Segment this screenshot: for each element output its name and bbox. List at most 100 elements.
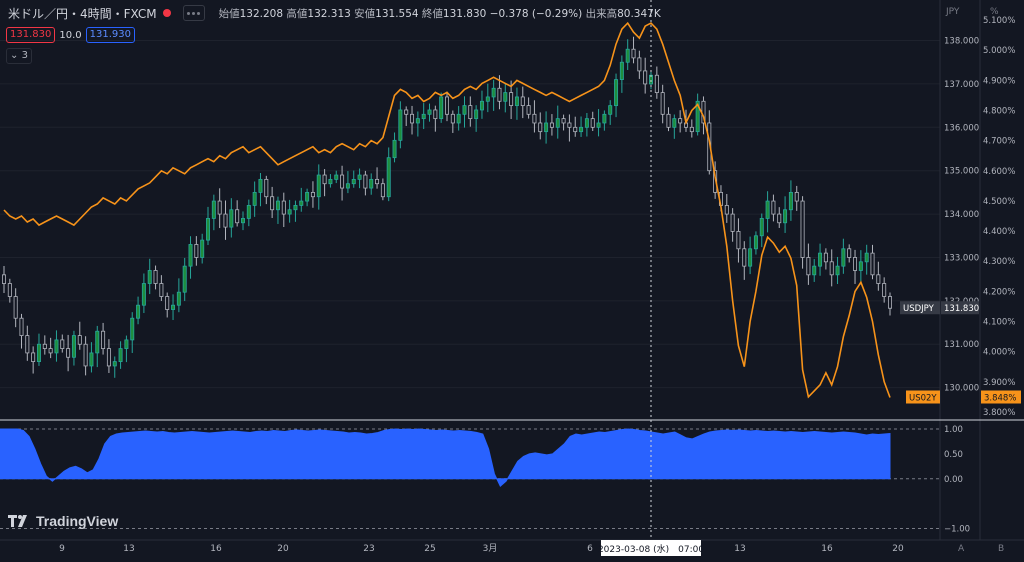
candle-body[interactable] xyxy=(777,213,782,224)
candle-body[interactable] xyxy=(433,109,438,120)
candle-body[interactable] xyxy=(275,200,280,211)
candle-body[interactable] xyxy=(695,100,700,133)
candle-body[interactable] xyxy=(637,57,642,72)
candle-body[interactable] xyxy=(479,100,484,111)
candle-body[interactable] xyxy=(322,174,327,185)
candle-body[interactable] xyxy=(689,126,694,133)
candle-body[interactable] xyxy=(159,283,164,297)
candle-body[interactable] xyxy=(427,109,432,115)
candle-body[interactable] xyxy=(31,352,36,362)
candle-body[interactable] xyxy=(555,118,560,128)
candle-body[interactable] xyxy=(596,122,601,128)
sell-button[interactable]: 131.830 xyxy=(6,27,56,43)
candle-body[interactable] xyxy=(147,270,152,284)
candle-body[interactable] xyxy=(258,178,263,193)
candle-body[interactable] xyxy=(95,330,100,354)
candle-body[interactable] xyxy=(654,74,659,94)
tradingview-logo[interactable]: TradingView xyxy=(8,513,118,529)
indicators-toggle[interactable]: ⌄ 3 xyxy=(6,48,32,64)
candle-body[interactable] xyxy=(246,205,251,219)
candle-body[interactable] xyxy=(748,248,753,267)
axis-mode-button[interactable]: A xyxy=(958,544,965,554)
candle-body[interactable] xyxy=(42,343,47,349)
candle-body[interactable] xyxy=(538,122,543,133)
candle-body[interactable] xyxy=(153,270,158,284)
candle-body[interactable] xyxy=(549,122,554,128)
candle-body[interactable] xyxy=(89,352,94,367)
candle-body[interactable] xyxy=(491,87,496,98)
candle-body[interactable] xyxy=(864,252,869,263)
candle-body[interactable] xyxy=(101,330,106,349)
candle-body[interactable] xyxy=(357,174,362,180)
candle-body[interactable] xyxy=(509,92,514,107)
candle-body[interactable] xyxy=(118,348,123,362)
candle-body[interactable] xyxy=(171,304,176,310)
more-options-icon[interactable] xyxy=(182,5,205,21)
candle-body[interactable] xyxy=(380,183,385,198)
candle-body[interactable] xyxy=(310,191,315,198)
us02y-yield-line[interactable] xyxy=(3,21,891,399)
candle-body[interactable] xyxy=(235,209,240,224)
symbol-title[interactable]: 米ドル／円・4時間・FXCM xyxy=(8,6,157,21)
candle-body[interactable] xyxy=(375,178,380,185)
candle-body[interactable] xyxy=(672,118,677,128)
candle-body[interactable] xyxy=(13,296,18,319)
candle-body[interactable] xyxy=(334,174,339,180)
candle-body[interactable] xyxy=(60,339,65,349)
candle-body[interactable] xyxy=(579,126,584,133)
candle-body[interactable] xyxy=(625,48,630,63)
candle-body[interactable] xyxy=(765,200,770,219)
candle-body[interactable] xyxy=(544,122,549,133)
oscillator-area[interactable] xyxy=(0,428,891,488)
candle-body[interactable] xyxy=(614,79,619,107)
candle-body[interactable] xyxy=(573,126,578,133)
candle-body[interactable] xyxy=(474,109,479,120)
candle-body[interactable] xyxy=(771,200,776,215)
candle-body[interactable] xyxy=(293,205,298,211)
candle-body[interactable] xyxy=(386,157,391,198)
candle-body[interactable] xyxy=(281,200,286,215)
candle-body[interactable] xyxy=(590,118,595,128)
candle-body[interactable] xyxy=(410,113,415,124)
candle-body[interactable] xyxy=(19,317,24,336)
candle-body[interactable] xyxy=(462,105,467,115)
candle-body[interactable] xyxy=(497,87,502,102)
candle-body[interactable] xyxy=(188,244,193,267)
candle-body[interactable] xyxy=(182,265,187,293)
candle-body[interactable] xyxy=(823,252,828,263)
candle-body[interactable] xyxy=(345,183,350,189)
candle-body[interactable] xyxy=(742,248,747,267)
candle-body[interactable] xyxy=(240,218,245,224)
candle-body[interactable] xyxy=(608,105,613,115)
candle-body[interactable] xyxy=(660,92,665,115)
candle-body[interactable] xyxy=(106,348,111,367)
candle-body[interactable] xyxy=(818,252,823,267)
candle-body[interactable] xyxy=(363,174,368,189)
candle-body[interactable] xyxy=(83,343,88,367)
axis-mode-button[interactable]: B xyxy=(998,544,1004,554)
candle-body[interactable] xyxy=(643,70,648,85)
candle-body[interactable] xyxy=(165,296,170,310)
candle-body[interactable] xyxy=(870,252,875,276)
candle-body[interactable] xyxy=(229,209,234,228)
candle-body[interactable] xyxy=(468,105,473,120)
candle-body[interactable] xyxy=(136,304,141,319)
candle-body[interactable] xyxy=(141,283,146,306)
candle-body[interactable] xyxy=(7,283,12,297)
candle-body[interactable] xyxy=(783,209,788,224)
candle-body[interactable] xyxy=(841,248,846,267)
candle-body[interactable] xyxy=(514,96,519,107)
candle-body[interactable] xyxy=(794,191,799,202)
candle-body[interactable] xyxy=(439,96,444,120)
buy-button[interactable]: 131.930 xyxy=(85,27,135,43)
candle-body[interactable] xyxy=(264,178,269,198)
candle-body[interactable] xyxy=(631,48,636,59)
candle-body[interactable] xyxy=(526,105,531,115)
candle-body[interactable] xyxy=(858,261,863,271)
candle-body[interactable] xyxy=(561,118,566,124)
candle-body[interactable] xyxy=(328,178,333,185)
candle-body[interactable] xyxy=(211,200,216,219)
candle-body[interactable] xyxy=(835,265,840,276)
candle-body[interactable] xyxy=(759,218,764,237)
